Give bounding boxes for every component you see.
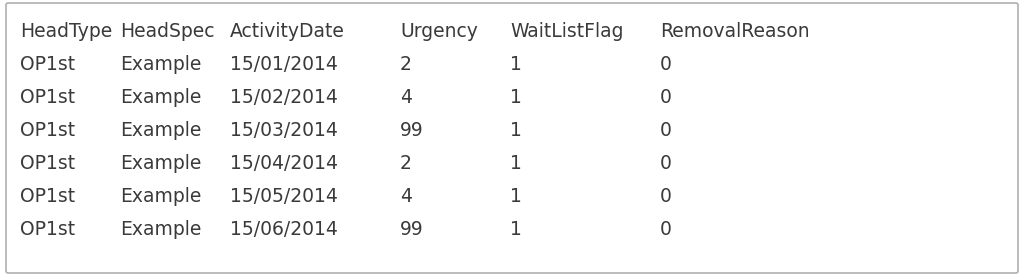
Text: 0: 0 <box>660 154 672 173</box>
Text: Urgency: Urgency <box>400 22 478 41</box>
Text: Example: Example <box>120 154 202 173</box>
Text: 15/03/2014: 15/03/2014 <box>230 121 338 140</box>
Text: 0: 0 <box>660 121 672 140</box>
Text: 15/04/2014: 15/04/2014 <box>230 154 338 173</box>
Text: 1: 1 <box>510 88 522 107</box>
Text: Example: Example <box>120 88 202 107</box>
Text: Example: Example <box>120 55 202 74</box>
Text: 1: 1 <box>510 55 522 74</box>
Text: 15/06/2014: 15/06/2014 <box>230 220 338 239</box>
Text: 15/05/2014: 15/05/2014 <box>230 187 338 206</box>
FancyBboxPatch shape <box>6 3 1018 273</box>
Text: 2: 2 <box>400 55 412 74</box>
Text: OP1st: OP1st <box>20 121 75 140</box>
Text: 0: 0 <box>660 220 672 239</box>
Text: OP1st: OP1st <box>20 88 75 107</box>
Text: 4: 4 <box>400 187 412 206</box>
Text: Example: Example <box>120 121 202 140</box>
Text: 2: 2 <box>400 154 412 173</box>
Text: Example: Example <box>120 220 202 239</box>
Text: RemovalReason: RemovalReason <box>660 22 810 41</box>
Text: 99: 99 <box>400 220 424 239</box>
Text: OP1st: OP1st <box>20 55 75 74</box>
Text: OP1st: OP1st <box>20 187 75 206</box>
Text: 0: 0 <box>660 55 672 74</box>
Text: 1: 1 <box>510 154 522 173</box>
Text: 1: 1 <box>510 121 522 140</box>
Text: ActivityDate: ActivityDate <box>230 22 345 41</box>
Text: OP1st: OP1st <box>20 154 75 173</box>
Text: 99: 99 <box>400 121 424 140</box>
Text: 0: 0 <box>660 187 672 206</box>
Text: 4: 4 <box>400 88 412 107</box>
Text: Example: Example <box>120 187 202 206</box>
Text: OP1st: OP1st <box>20 220 75 239</box>
Text: 1: 1 <box>510 220 522 239</box>
Text: HeadType: HeadType <box>20 22 113 41</box>
Text: 0: 0 <box>660 88 672 107</box>
Text: WaitListFlag: WaitListFlag <box>510 22 624 41</box>
Text: HeadSpec: HeadSpec <box>120 22 214 41</box>
Text: 15/01/2014: 15/01/2014 <box>230 55 338 74</box>
Text: 15/02/2014: 15/02/2014 <box>230 88 338 107</box>
Text: 1: 1 <box>510 187 522 206</box>
